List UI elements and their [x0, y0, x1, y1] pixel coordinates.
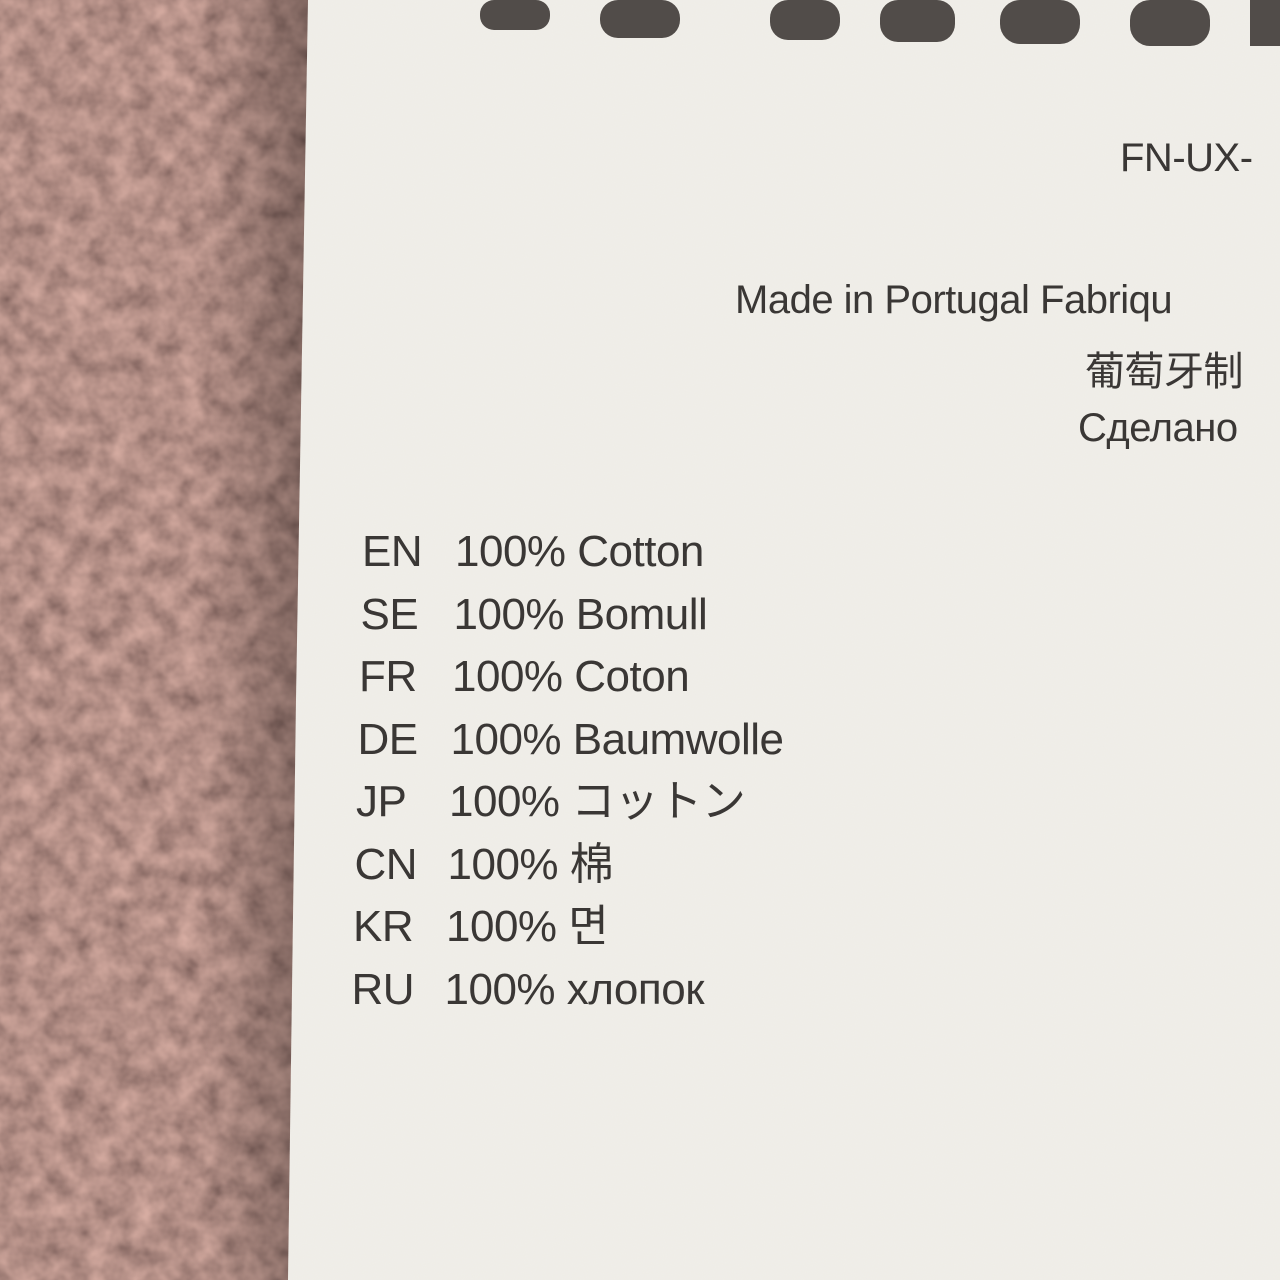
language-code: CN	[354, 839, 418, 889]
origin-line: Сделано	[1078, 406, 1238, 450]
fiber-content: 100% Coton	[452, 652, 690, 701]
brand-logo-fragment	[480, 0, 1280, 46]
language-code: DE	[357, 714, 419, 764]
fiber-content: 100% Bomull	[453, 589, 708, 639]
language-code: JP	[356, 777, 407, 826]
label-texture	[288, 0, 1280, 1280]
fiber-content: 100% コットン	[449, 777, 746, 826]
fiber-content: 100% хлопок	[444, 964, 705, 1014]
language-code: SE	[360, 589, 419, 639]
label-code: FN-UX-	[1120, 136, 1253, 180]
fiber-content: 100% Baumwolle	[450, 714, 784, 764]
fiber-content: 100% 棉	[447, 839, 614, 889]
language-code: FR	[359, 652, 417, 701]
fiber-content: 100% 면	[446, 902, 609, 951]
language-code: RU	[351, 964, 415, 1014]
origin-line: 葡萄牙制	[1085, 350, 1244, 394]
fiber-content: 100% Cotton	[455, 527, 704, 576]
language-code: EN	[362, 527, 423, 576]
origin-line: Made in Portugal Fabriqu	[735, 278, 1173, 322]
language-code: KR	[353, 902, 414, 951]
